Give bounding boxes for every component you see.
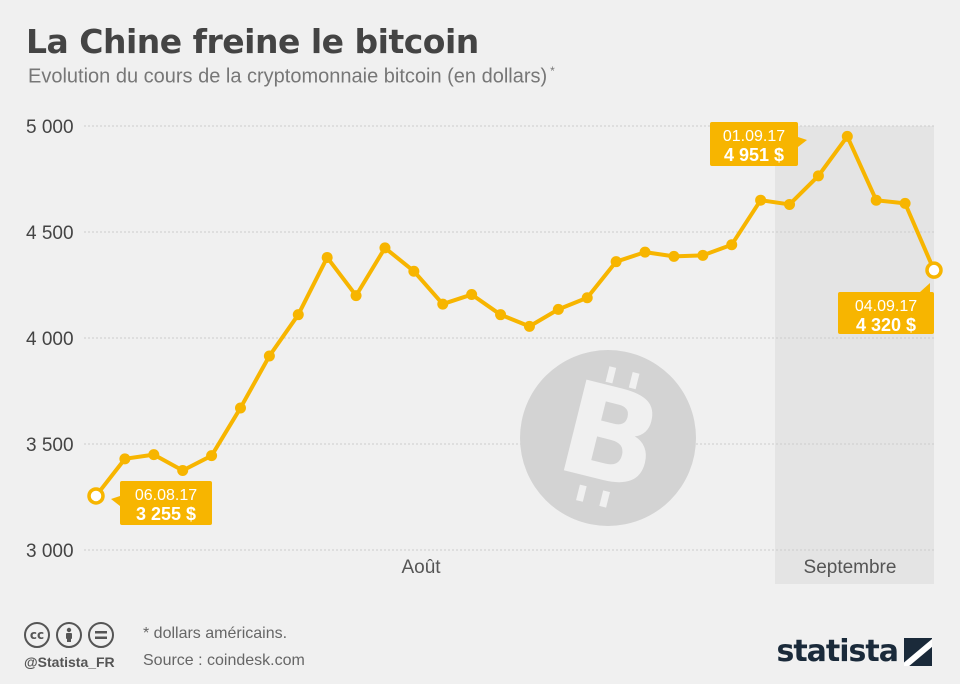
data-point [495, 309, 507, 321]
y-tick-label: 5 000 [26, 117, 74, 138]
license-icons: cc [24, 622, 114, 648]
data-point [610, 256, 622, 268]
series-line [94, 134, 936, 498]
bitcoin-stroke-top [605, 366, 617, 384]
data-point [841, 130, 853, 142]
chart-subtitle: Evolution du cours de la cryptomonnaie b… [28, 64, 555, 89]
statista-mark-icon [904, 637, 932, 666]
chart-title: La Chine freine le bitcoin [26, 22, 479, 61]
data-point [925, 261, 943, 279]
annotation-box [710, 122, 798, 166]
statista-logo[interactable]: statista [776, 634, 932, 669]
data-point [148, 449, 160, 461]
data-point [899, 197, 911, 209]
data-point [870, 194, 882, 206]
data-point [87, 487, 105, 505]
data-point [812, 170, 824, 182]
data-point [379, 242, 391, 254]
annotation-date: 06.08.17 [135, 487, 197, 504]
source-note: Source : coindesk.com [143, 652, 305, 669]
annotation-value: 4 320 $ [856, 315, 916, 335]
data-point [206, 450, 218, 462]
cc-icon: cc [24, 622, 50, 648]
x-label-september: Septembre [804, 557, 897, 578]
subtitle-text: Evolution du cours de la cryptomonnaie b… [28, 65, 548, 88]
social-handle[interactable]: @Statista_FR [24, 654, 115, 670]
bitcoin-stroke-bottom [576, 484, 587, 502]
data-point [408, 265, 420, 277]
by-icon [56, 622, 82, 648]
y-tick-label: 4 500 [26, 223, 74, 244]
brand-name: statista [776, 634, 899, 669]
data-point [639, 246, 651, 258]
subtitle-footnote-mark: * [550, 64, 555, 78]
data-point [466, 289, 478, 301]
data-point [292, 309, 304, 321]
annotation-value: 3 255 $ [136, 504, 196, 524]
y-tick-label: 3 500 [26, 435, 74, 456]
data-point [263, 350, 275, 362]
annotation-date: 04.09.17 [855, 298, 917, 315]
y-tick-label: 3 000 [26, 541, 74, 562]
bitcoin-watermark-icon [520, 350, 696, 526]
data-point [234, 402, 246, 414]
data-point [668, 250, 680, 262]
data-point [437, 298, 449, 310]
annotation-pointer [111, 496, 120, 506]
bitcoin-stroke-top [628, 372, 640, 390]
annotation-box [120, 481, 212, 525]
nd-icon [88, 622, 114, 648]
data-point [784, 198, 796, 210]
footnote: * dollars américains. [143, 625, 288, 642]
data-point [726, 239, 738, 251]
data-point [581, 292, 593, 304]
bitcoin-stroke-bottom [599, 490, 610, 508]
annotation-date: 01.09.17 [723, 128, 785, 145]
data-point [177, 465, 189, 476]
data-point [697, 249, 709, 261]
y-tick-label: 4 000 [26, 329, 74, 350]
data-point [350, 290, 362, 302]
data-point [552, 303, 564, 315]
data-point [119, 453, 131, 465]
x-label-august: Août [401, 557, 441, 578]
annotation-pointer [798, 137, 807, 147]
data-point [321, 251, 333, 263]
annotation-value: 4 951 $ [724, 145, 784, 165]
data-point [755, 194, 767, 206]
annotation-box [838, 292, 934, 334]
annotation-pointer [920, 283, 930, 292]
data-point [523, 320, 535, 332]
